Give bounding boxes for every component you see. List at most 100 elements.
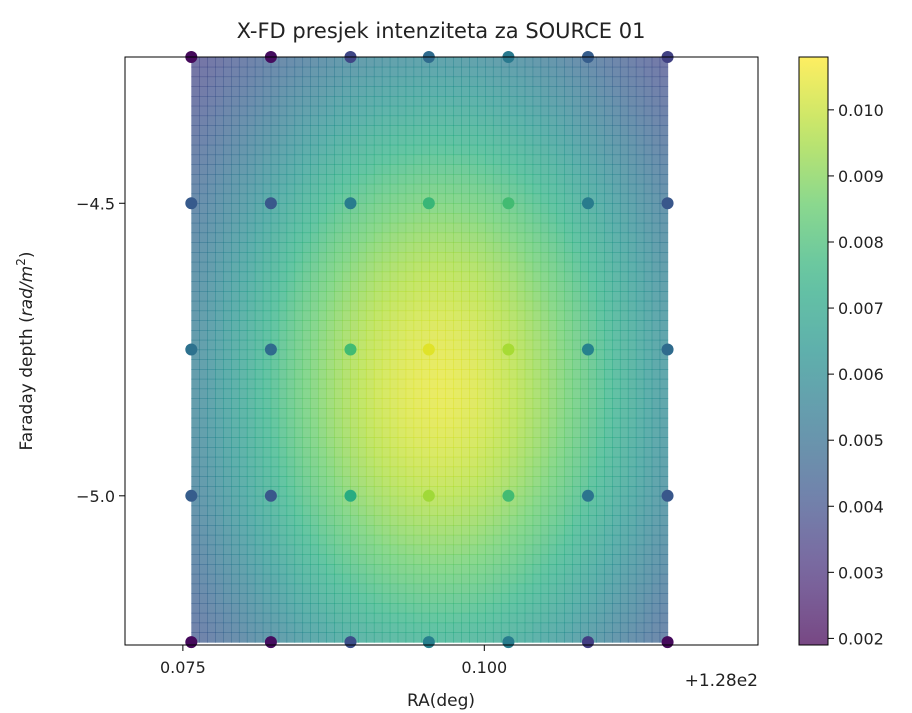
- heatmap-cell: [445, 232, 454, 243]
- heatmap-cell: [659, 125, 669, 136]
- heatmap-cell: [564, 349, 573, 360]
- heatmap-cell: [429, 525, 438, 536]
- heatmap-cell: [619, 417, 629, 429]
- heatmap-cell: [334, 86, 343, 97]
- heatmap-cell: [191, 349, 200, 360]
- heatmap-cell: [469, 622, 478, 633]
- heatmap-cell: [215, 447, 224, 458]
- heatmap-cell: [231, 495, 240, 507]
- heatmap-cell: [532, 174, 542, 185]
- heatmap-cell: [215, 437, 224, 448]
- heatmap-cell: [405, 437, 415, 448]
- heatmap-cell: [469, 261, 478, 273]
- heatmap-cell: [659, 417, 669, 429]
- heatmap-cell: [270, 583, 280, 594]
- heatmap-cell: [485, 564, 494, 575]
- heatmap-cell: [246, 339, 256, 351]
- heatmap-cell: [659, 554, 669, 565]
- heatmap-cell: [445, 252, 454, 263]
- heatmap-cell: [191, 330, 200, 341]
- heatmap-cell: [286, 427, 296, 438]
- heatmap-cell: [358, 583, 367, 594]
- heatmap-cell: [564, 495, 573, 507]
- heatmap-cell: [334, 203, 343, 214]
- heatmap-cell: [580, 505, 589, 516]
- heatmap-cell: [246, 486, 256, 497]
- heatmap-cell: [191, 534, 200, 546]
- heatmap-cell: [342, 622, 351, 633]
- heatmap-cell: [548, 349, 558, 360]
- heatmap-cell: [516, 281, 526, 292]
- heatmap-cell: [659, 505, 669, 516]
- heatmap-cell: [461, 456, 470, 468]
- heatmap-cell: [548, 476, 558, 487]
- heatmap-cell: [318, 622, 327, 633]
- heatmap-cell: [365, 105, 375, 117]
- heatmap-cell: [358, 252, 367, 263]
- heatmap-cell: [318, 486, 327, 497]
- heatmap-cell: [532, 183, 542, 195]
- heatmap-cell: [572, 632, 581, 643]
- heatmap-cell: [540, 583, 550, 594]
- heatmap-cell: [365, 632, 375, 643]
- heatmap-cell: [604, 222, 613, 234]
- heatmap-cell: [254, 203, 264, 214]
- heatmap-cell: [604, 622, 613, 633]
- heatmap-cell: [421, 144, 431, 156]
- heatmap-cell: [524, 144, 534, 156]
- heatmap-cell: [334, 388, 343, 399]
- heatmap-cell: [643, 388, 653, 399]
- heatmap-cell: [334, 534, 343, 546]
- heatmap-cell: [659, 447, 669, 458]
- heatmap-cell: [246, 125, 256, 136]
- heatmap-cell: [477, 378, 486, 390]
- heatmap-cell: [437, 125, 446, 136]
- y-axis-label: Faraday depth (rad/m2): [14, 251, 37, 450]
- heatmap-cell: [215, 349, 224, 360]
- heatmap-cell: [627, 57, 637, 68]
- heatmap-cell: [350, 213, 359, 224]
- heatmap-cell: [326, 203, 335, 214]
- heatmap-cell: [429, 564, 438, 575]
- heatmap-cell: [524, 300, 534, 312]
- heatmap-cell: [421, 398, 431, 409]
- heatmap-cell: [381, 632, 391, 643]
- heatmap-cell: [318, 564, 327, 575]
- heatmap-cell: [635, 534, 645, 546]
- heatmap-cell: [635, 466, 645, 477]
- heatmap-cell: [294, 330, 304, 341]
- heatmap-cell: [334, 125, 343, 136]
- data-point: [344, 343, 357, 356]
- heatmap-cell: [389, 339, 399, 351]
- heatmap-cell: [373, 281, 383, 292]
- heatmap-cell: [397, 96, 407, 107]
- heatmap-cell: [254, 281, 264, 292]
- heatmap-cell: [215, 378, 224, 390]
- heatmap-cell: [635, 417, 645, 429]
- heatmap-cell: [334, 369, 343, 380]
- heatmap-cell: [302, 447, 311, 458]
- heatmap-cell: [278, 115, 288, 126]
- heatmap-cell: [215, 456, 224, 468]
- heatmap-cell: [286, 573, 296, 585]
- heatmap-cell: [262, 525, 272, 536]
- heatmap-cell: [270, 369, 280, 380]
- heatmap-cell: [500, 291, 510, 302]
- heatmap-cell: [421, 447, 431, 458]
- heatmap-cell: [405, 456, 415, 468]
- heatmap-cell: [350, 86, 359, 97]
- heatmap-cell: [421, 261, 431, 273]
- heatmap-cell: [365, 310, 375, 321]
- heatmap-cell: [596, 466, 605, 477]
- heatmap-cell: [548, 378, 558, 390]
- heatmap-cell: [548, 300, 558, 312]
- heatmap-cell: [421, 96, 431, 107]
- heatmap-cell: [397, 339, 407, 351]
- heatmap-cell: [373, 417, 383, 429]
- heatmap-cell: [278, 125, 288, 136]
- heatmap-cell: [421, 291, 431, 302]
- heatmap-cell: [516, 369, 526, 380]
- heatmap-cell: [437, 291, 446, 302]
- heatmap-cell: [635, 554, 645, 565]
- heatmap-cell: [405, 359, 415, 370]
